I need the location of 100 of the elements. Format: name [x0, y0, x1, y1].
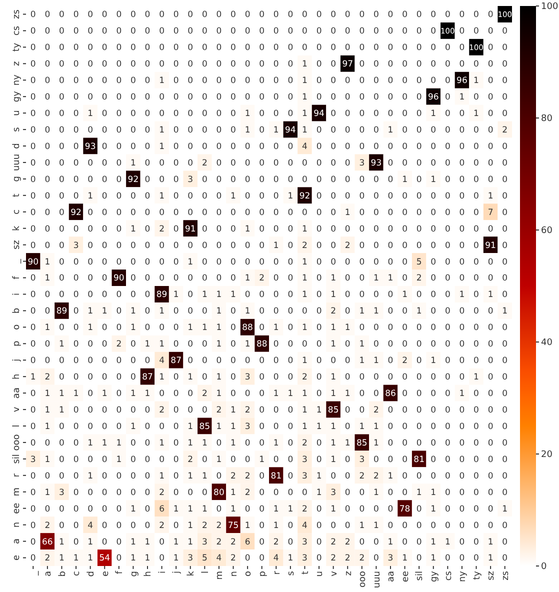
data-label: 0 [474, 126, 479, 136]
data-label: 0 [373, 208, 379, 218]
x-tick-label: _ [29, 570, 40, 576]
data-label: 0 [73, 454, 79, 465]
data-label: 0 [59, 92, 64, 103]
data-label: 1 [288, 554, 294, 564]
y-tick-label: ee [12, 502, 22, 514]
data-label: 0 [244, 504, 250, 514]
data-label: 0 [288, 240, 294, 251]
y-tick-label: ooo [12, 434, 22, 451]
data-label: 2 [44, 520, 50, 531]
data-label: 0 [488, 174, 494, 185]
data-label: 1 [188, 471, 194, 482]
data-label: 1 [173, 504, 179, 514]
data-label: 0 [73, 92, 79, 103]
data-label: 0 [373, 240, 379, 251]
data-label: 0 [73, 257, 79, 268]
y-tick-label: b [12, 308, 22, 314]
data-label: 0 [259, 471, 265, 482]
data-label: 0 [130, 10, 136, 20]
data-label: 90 [114, 274, 124, 284]
data-label: 1 [88, 306, 94, 317]
data-label: 0 [273, 290, 279, 300]
data-label: 0 [216, 504, 222, 514]
color-bar-label: 80 [541, 114, 553, 124]
data-label: 0 [344, 191, 350, 202]
data-label: 0 [88, 10, 94, 20]
data-label: 0 [302, 306, 308, 317]
data-label: 0 [344, 471, 350, 482]
data-label: 0 [116, 323, 122, 334]
data-label: 0 [402, 422, 408, 432]
data-label: 0 [130, 142, 136, 152]
data-label: 0 [273, 109, 279, 120]
data-label: 0 [459, 554, 465, 564]
data-label: 0 [173, 257, 179, 268]
data-label: 86 [385, 389, 396, 400]
data-label: 1 [330, 323, 336, 334]
data-label: 0 [344, 406, 350, 416]
data-label: 0 [59, 454, 64, 465]
data-label: 0 [188, 191, 194, 202]
y-tick-label: sz [12, 240, 22, 250]
data-label: 0 [230, 257, 236, 268]
data-label: 0 [444, 554, 450, 564]
data-label: 1 [316, 488, 322, 498]
data-label: 0 [416, 26, 422, 37]
data-label: 0 [344, 224, 350, 234]
data-label: 0 [459, 488, 465, 498]
data-label: 0 [159, 109, 165, 120]
data-label: 1 [102, 438, 108, 448]
data-label: 0 [416, 76, 422, 86]
x-tick-label: a [44, 571, 54, 577]
data-label: 0 [459, 537, 465, 548]
data-label: 0 [88, 60, 94, 70]
x-tick-label: z [344, 570, 354, 576]
data-label: 0 [116, 471, 122, 482]
y-tick-label: uuu [12, 154, 22, 172]
data-label: 1 [88, 109, 94, 120]
data-label: 1 [430, 356, 436, 366]
data-label: 0 [259, 372, 265, 383]
data-label: 0 [373, 109, 379, 120]
data-label: 0 [359, 504, 365, 514]
data-label: 0 [502, 60, 508, 70]
data-label: 0 [459, 126, 465, 136]
data-label: 0 [59, 174, 64, 185]
data-label: 0 [59, 438, 64, 448]
data-label: 0 [216, 126, 222, 136]
data-label: 0 [359, 240, 365, 251]
data-label: 0 [202, 76, 208, 86]
data-label: 0 [173, 323, 179, 334]
data-label: 1 [88, 191, 94, 202]
data-label: 0 [59, 208, 64, 218]
data-label: 0 [73, 158, 79, 168]
data-label: 0 [288, 340, 294, 350]
data-label: 0 [73, 174, 79, 185]
x-tick-label: p [258, 570, 268, 577]
data-label: 0 [188, 142, 194, 152]
data-label: 0 [344, 520, 350, 531]
data-label: 0 [230, 109, 236, 120]
data-label: 0 [273, 10, 279, 20]
data-label: 0 [444, 438, 450, 448]
data-label: 0 [459, 257, 465, 268]
data-label: 1 [302, 323, 308, 334]
data-label: 1 [216, 389, 222, 400]
data-label: 0 [402, 537, 408, 548]
data-label: 0 [173, 520, 179, 531]
data-label: 0 [373, 257, 379, 268]
data-label: 1 [159, 142, 165, 152]
data-label: 1 [302, 422, 308, 432]
data-label: 0 [273, 340, 279, 350]
data-label: 0 [144, 406, 150, 416]
data-label: 0 [344, 257, 350, 268]
data-label: 0 [402, 158, 408, 168]
data-label: 93 [370, 158, 382, 168]
data-label: 1 [159, 126, 165, 136]
data-label: 1 [244, 340, 250, 350]
data-label: 66 [42, 537, 53, 548]
data-label: 0 [159, 537, 165, 548]
data-label: 0 [273, 488, 279, 498]
data-label: 0 [316, 504, 322, 514]
data-label: 0 [244, 92, 250, 103]
